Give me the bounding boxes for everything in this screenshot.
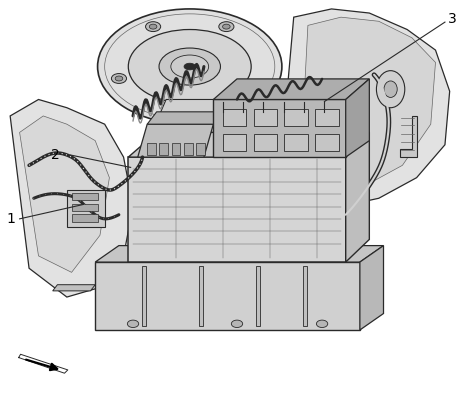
Ellipse shape <box>171 55 209 78</box>
Polygon shape <box>10 100 133 297</box>
Bar <box>223 109 246 126</box>
Polygon shape <box>128 133 369 157</box>
Polygon shape <box>360 246 383 330</box>
Ellipse shape <box>149 24 157 29</box>
Ellipse shape <box>184 63 195 70</box>
Ellipse shape <box>384 81 397 97</box>
Text: 2: 2 <box>51 148 59 162</box>
Bar <box>284 134 308 151</box>
Bar <box>172 143 180 155</box>
Polygon shape <box>53 285 95 291</box>
Polygon shape <box>152 100 261 133</box>
Polygon shape <box>303 17 436 190</box>
Ellipse shape <box>246 85 261 95</box>
Bar <box>254 134 277 151</box>
Polygon shape <box>213 100 346 157</box>
Bar <box>315 134 338 151</box>
Bar <box>72 204 98 211</box>
Bar <box>159 143 168 155</box>
Polygon shape <box>213 79 369 100</box>
Polygon shape <box>346 79 369 157</box>
Ellipse shape <box>128 320 139 328</box>
Polygon shape <box>147 112 223 124</box>
Ellipse shape <box>98 9 282 124</box>
Bar <box>147 143 156 155</box>
Polygon shape <box>138 124 213 157</box>
Ellipse shape <box>376 71 405 108</box>
Bar <box>303 266 307 326</box>
Bar <box>72 214 98 222</box>
Polygon shape <box>67 190 105 227</box>
Polygon shape <box>284 9 450 206</box>
Polygon shape <box>128 157 346 262</box>
Bar <box>284 109 308 126</box>
Ellipse shape <box>186 110 193 115</box>
Ellipse shape <box>111 74 127 83</box>
Bar <box>196 143 205 155</box>
Ellipse shape <box>223 24 230 29</box>
Ellipse shape <box>115 76 123 81</box>
Polygon shape <box>346 133 369 262</box>
Ellipse shape <box>231 320 243 328</box>
Bar <box>143 266 146 326</box>
Bar <box>199 266 203 326</box>
Text: 1: 1 <box>7 212 16 226</box>
Bar <box>256 266 260 326</box>
Ellipse shape <box>146 22 161 31</box>
Ellipse shape <box>159 48 220 85</box>
Bar <box>315 109 338 126</box>
Ellipse shape <box>219 22 234 31</box>
Polygon shape <box>95 246 383 262</box>
Polygon shape <box>400 116 417 157</box>
Bar <box>184 143 192 155</box>
Bar <box>223 134 246 151</box>
Ellipse shape <box>182 108 197 118</box>
Bar <box>72 193 98 200</box>
Ellipse shape <box>317 320 328 328</box>
Polygon shape <box>95 262 360 330</box>
Ellipse shape <box>249 87 257 92</box>
Ellipse shape <box>128 29 251 104</box>
Bar <box>254 109 277 126</box>
Polygon shape <box>19 116 109 272</box>
Text: 3: 3 <box>447 12 456 26</box>
